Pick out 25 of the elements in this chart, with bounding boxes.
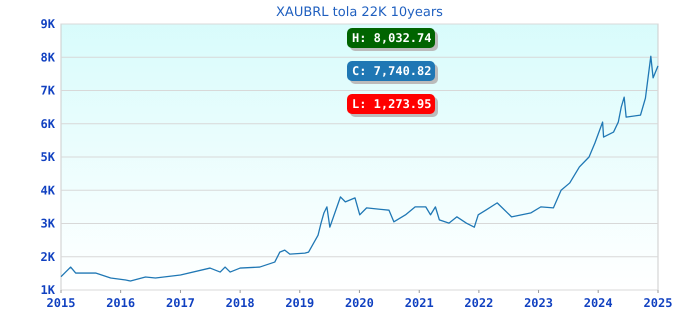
annotation: C: 7,740.82: [352, 64, 432, 78]
chart-title: XAUBRL tola 22K 10years: [276, 5, 444, 20]
x-tick-label: 2016: [106, 296, 136, 310]
annotation: H: 8,032.74: [352, 31, 432, 46]
x-tick-label: 2018: [226, 296, 255, 310]
x-tick-label: 2025: [644, 296, 672, 310]
y-tick-label: 2K: [40, 250, 56, 264]
y-tick-label: 7K: [40, 84, 56, 98]
x-tick-label: 2021: [404, 296, 434, 310]
annotation: L: 1,273.95: [352, 97, 432, 112]
x-tick-label: 2017: [166, 296, 195, 310]
x-tick-label: 2022: [464, 296, 494, 310]
x-tick-label: 2024: [584, 296, 613, 310]
x-tick-label: 2020: [344, 296, 374, 310]
y-tick-label: 6K: [40, 116, 56, 131]
y-tick-label: 8K: [40, 50, 56, 64]
y-tick-label: 1K: [40, 283, 56, 298]
line-series: [60, 56, 659, 282]
y-tick-label: 3K: [40, 216, 56, 231]
x-tick-label: 2019: [285, 296, 314, 310]
y-tick-label: 5K: [40, 150, 56, 164]
y-tick-label: 4K: [40, 183, 56, 198]
y-tick-label: 9K: [40, 17, 56, 32]
x-tick-label: 2023: [524, 296, 553, 310]
x-tick-label: 2015: [46, 296, 76, 310]
